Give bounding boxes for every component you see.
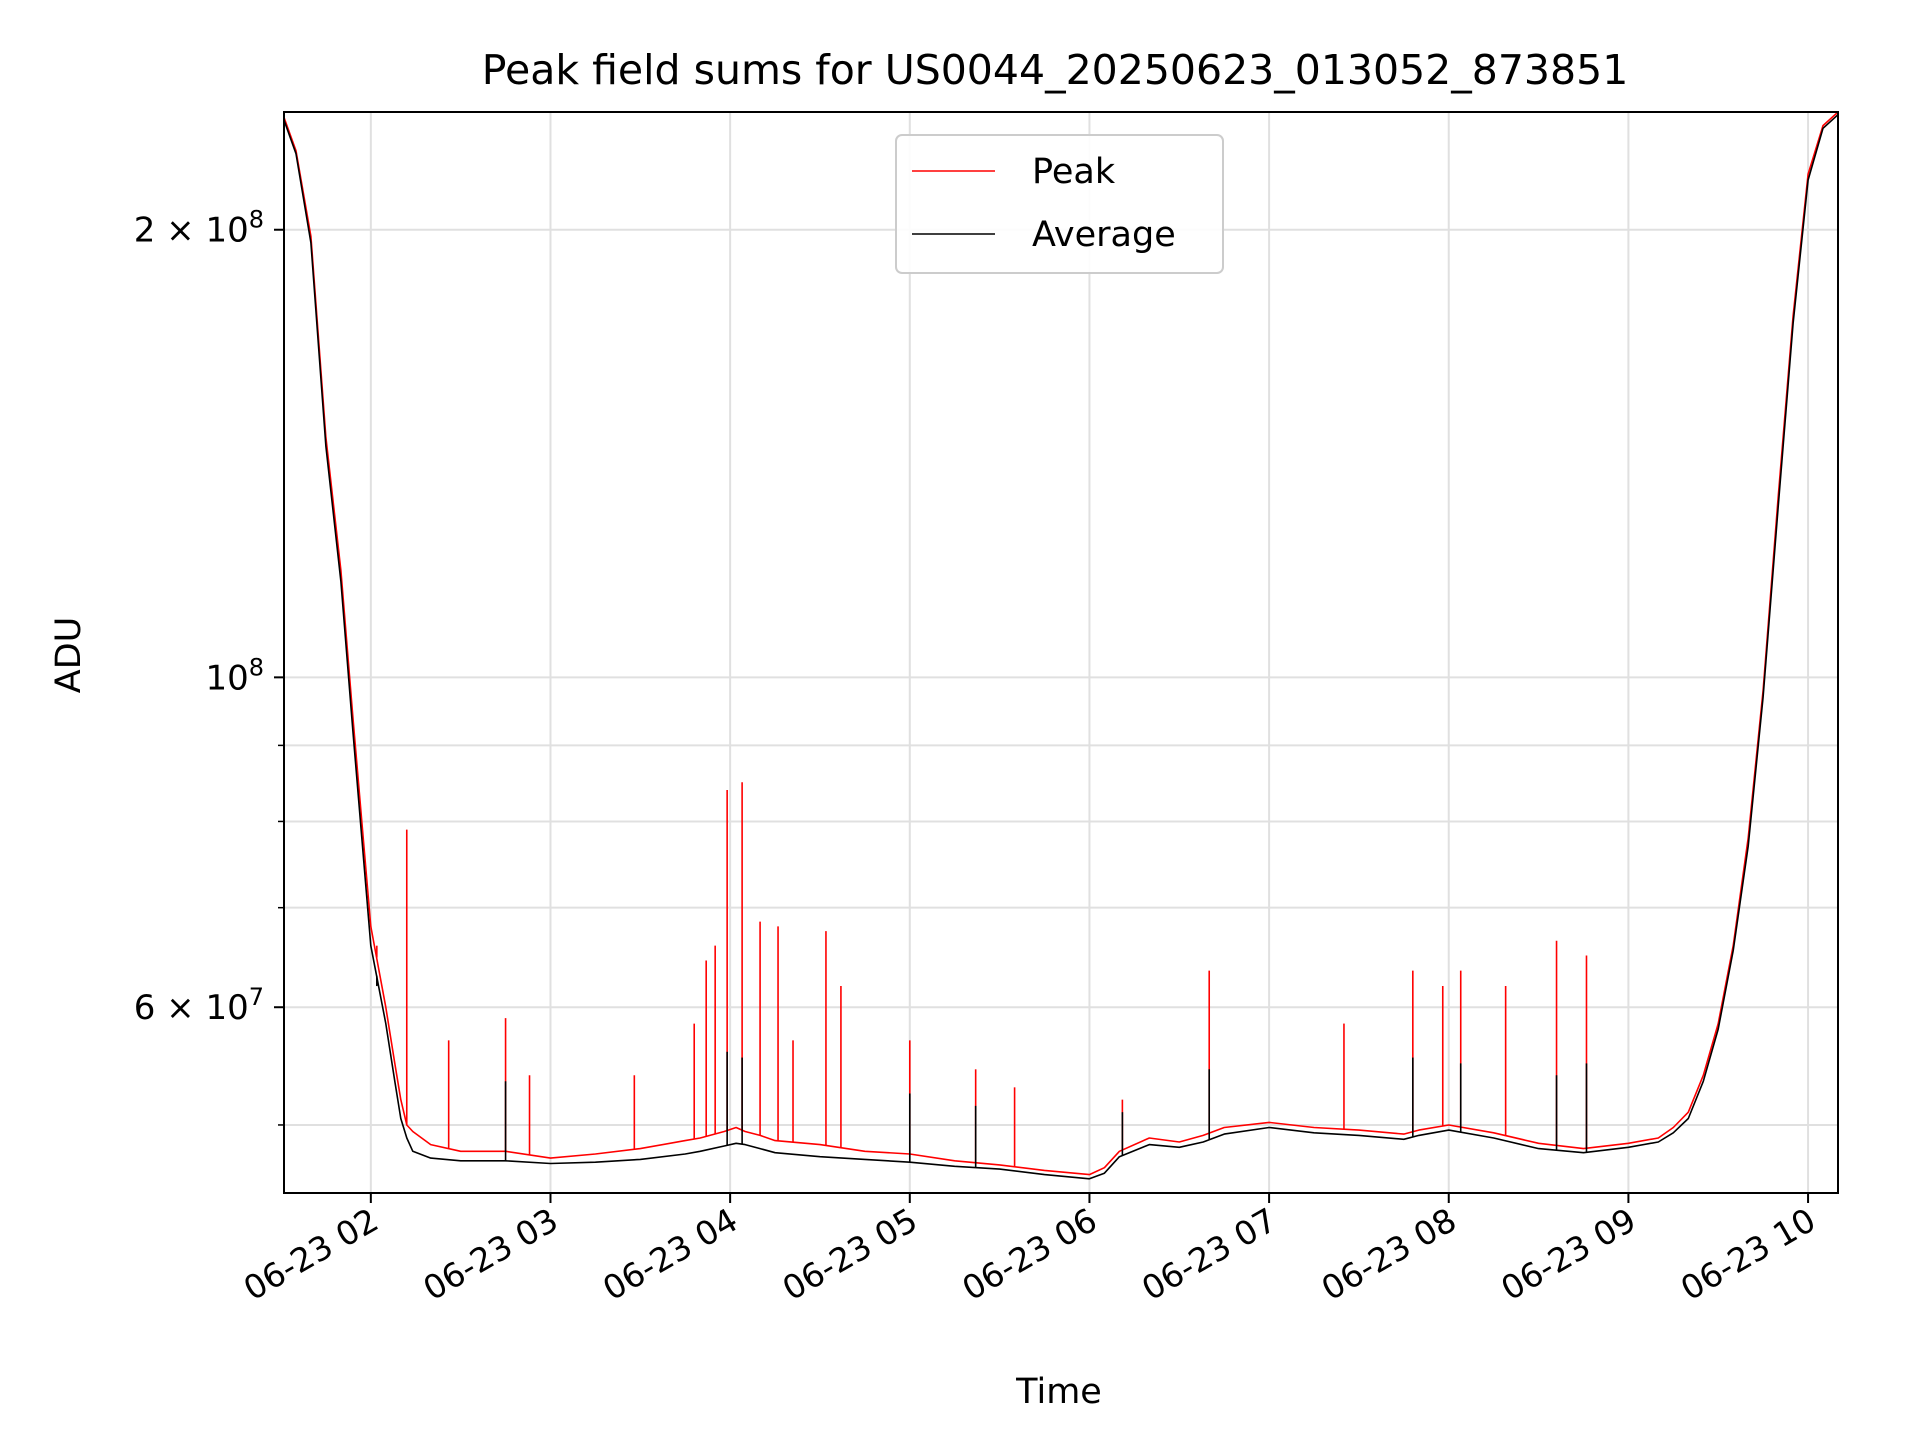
y-axis-label: ADU: [49, 617, 89, 694]
x-tick-label: 06-23 10: [1674, 1200, 1822, 1308]
legend-box: [895, 134, 1224, 274]
x-tick-label: 06-23 06: [955, 1200, 1103, 1308]
plot-area: [284, 112, 1838, 1180]
x-tick-label: 06-23 03: [416, 1200, 564, 1308]
legend: Peak Average: [895, 134, 1224, 274]
y-tick-label: 108: [205, 653, 264, 698]
grid: [284, 112, 1838, 1193]
x-tick-label: 06-23 04: [596, 1200, 744, 1308]
x-axis-label: Time: [1015, 1372, 1102, 1412]
x-tick-label: 06-23 05: [776, 1200, 924, 1308]
y-axis-ticks: 6 × 107 108 2 × 108: [134, 206, 284, 1126]
x-tick-label: 06-23 08: [1315, 1200, 1463, 1308]
legend-average-label: Average: [1032, 215, 1176, 255]
legend-peak-label: Peak: [1032, 152, 1116, 192]
x-tick-label: 06-23 07: [1135, 1200, 1283, 1308]
y-tick-label: 6 × 107: [134, 983, 264, 1028]
axes-frame: [283, 111, 1839, 1194]
series-line-peak: [284, 112, 1838, 1176]
chart-title: Peak field sums for US0044_20250623_0130…: [482, 46, 1629, 94]
series-line-average: [284, 114, 1838, 1180]
x-tick-label: 06-23 02: [237, 1200, 385, 1308]
y-tick-label: 2 × 108: [134, 206, 264, 251]
x-tick-label: 06-23 09: [1494, 1200, 1642, 1308]
x-axis-ticks: 06-23 02 06-23 03 06-23 04 06-23 05 06-23 06…: [237, 1193, 1822, 1308]
